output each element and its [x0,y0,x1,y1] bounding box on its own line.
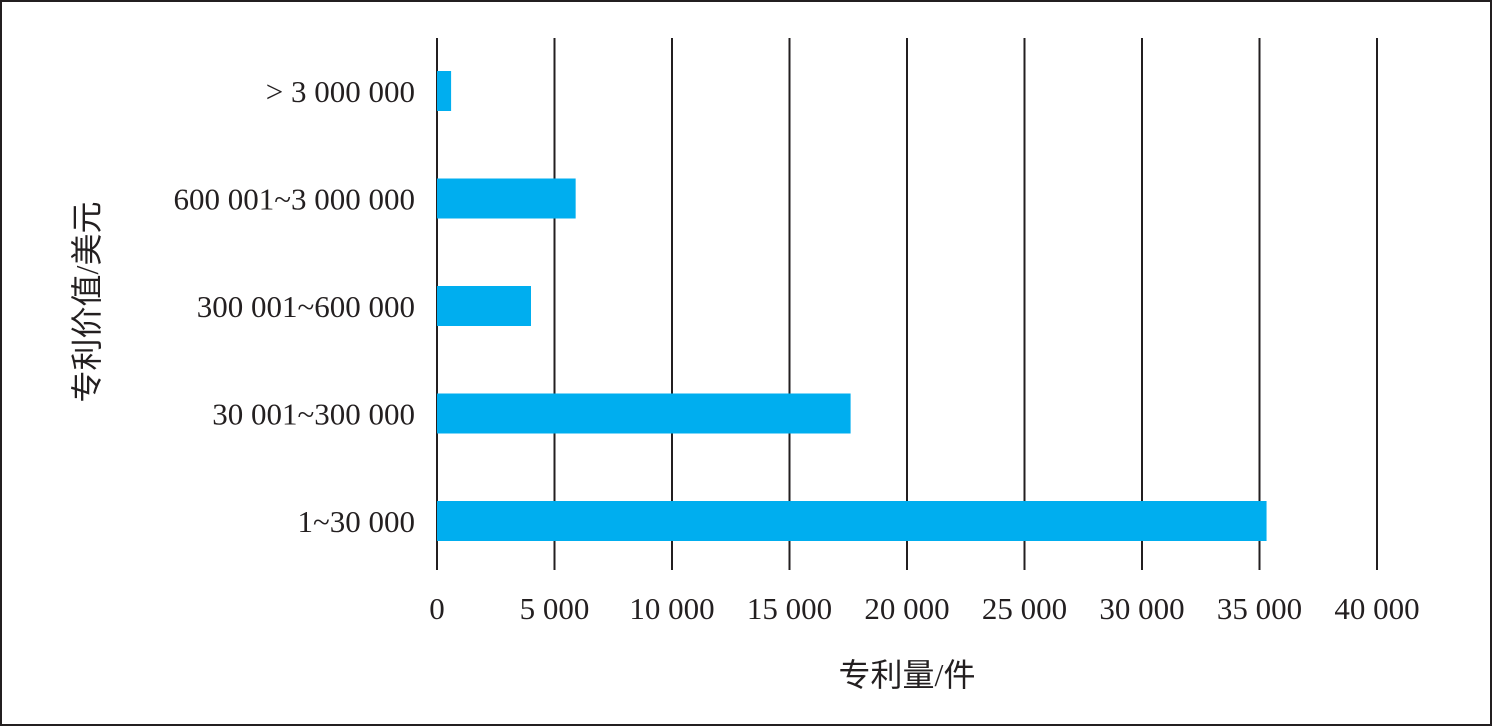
x-tick-label: 25 000 [982,591,1067,626]
x-tick-label: 30 000 [1099,591,1184,626]
x-tick-label: 10 000 [629,591,714,626]
x-axis-title: 专利量/件 [839,657,976,693]
x-tick-label: 40 000 [1334,591,1419,626]
x-tick-label: 5 000 [520,591,590,626]
gridlines [436,38,1378,570]
bar [437,286,531,326]
x-tick-label: 20 000 [864,591,949,626]
bars [437,71,1267,541]
x-tick-label: 0 [429,591,445,626]
category-label: 1~30 000 [297,504,415,539]
category-label: > 3 000 000 [266,74,415,109]
x-tick-label: 35 000 [1217,591,1302,626]
bar [437,501,1267,541]
category-labels: > 3 000 000 600 001~3 000 000 300 001~600 … [173,74,415,539]
category-label: 300 001~600 000 [197,289,415,324]
category-label: 30 001~300 000 [212,397,415,432]
x-tick-label: 15 000 [747,591,832,626]
y-axis-title: 专利价值/美元 [69,202,105,403]
category-label: 600 001~3 000 000 [173,182,415,217]
bar [437,393,851,434]
bar [437,178,576,219]
x-tick-labels: 0 5 000 10 000 15 000 20 000 25 000 30 000 35 0… [429,591,1419,626]
bar [437,71,452,111]
